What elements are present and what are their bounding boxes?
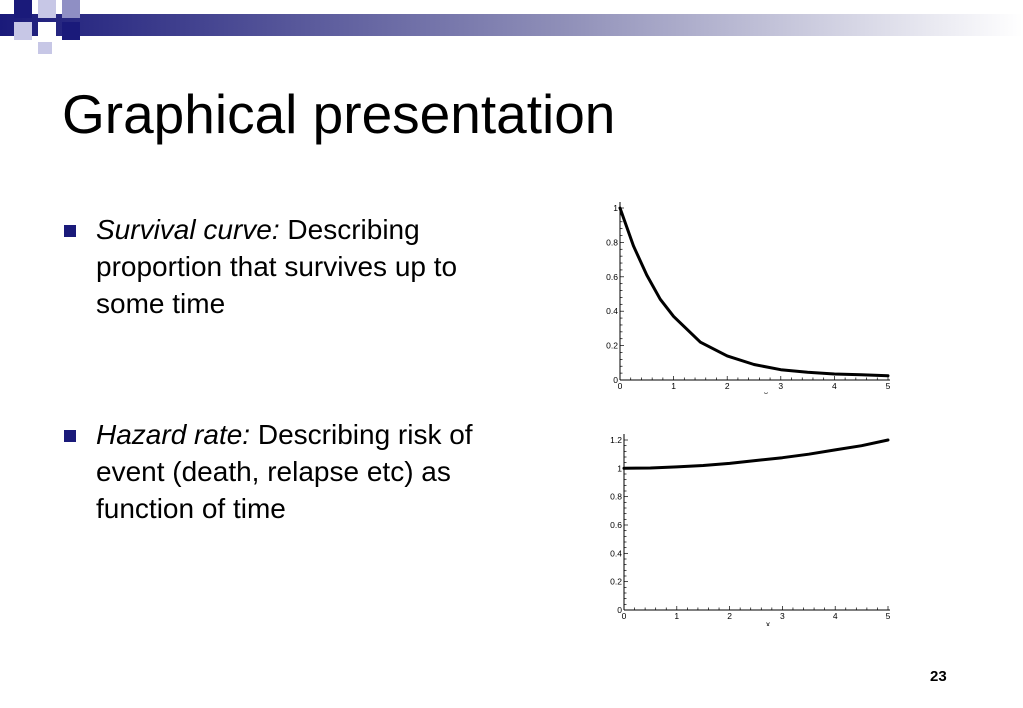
bullet-text: Survival curve: Describing proportion th… [96,211,502,322]
y-tick-label: 0.2 [606,341,618,351]
y-tick-label: 0.6 [610,520,622,530]
page-number: 23 [930,668,947,685]
series-line [618,206,890,378]
x-tick-label: 2 [725,381,730,391]
hazard-rate-chart: 0 1 2 3 4 5 0 0.2 0.4 0.6 0.8 1 1.2 x [610,434,891,626]
y-tick-label: 0.4 [610,548,622,558]
survival-curve-chart: 0 1 2 3 4 5 0 0.2 0.4 0.6 0.8 1 x [606,202,891,394]
y-tick-label: 0.2 [610,577,622,587]
x-tick-label: 5 [886,611,891,621]
y-tick-label: 0.8 [606,237,618,247]
slide-title: Graphical presentation [62,83,616,145]
x-tick-label: 2 [727,611,732,621]
y-tick-label: 0 [613,375,618,385]
bullet-text: Hazard rate: Describing risk of event (d… [96,416,502,527]
header-gradient-bar [0,14,1023,36]
x-axis-label: x [766,619,771,626]
x-tick-label: 4 [832,381,837,391]
series-line [622,438,890,470]
x-tick-label: 1 [674,611,679,621]
bullet-square-icon [64,225,76,237]
y-tick-label: 1 [617,463,622,473]
bullet-description: Describing proportion that survives up t… [96,214,458,319]
y-tick-label: 0.4 [606,306,618,316]
y-tick-label: 0.6 [606,272,618,282]
x-tick-label: 3 [780,611,785,621]
bullet-label: Survival curve: [96,214,280,245]
bullet-label: Hazard rate: [96,419,251,450]
x-tick-label: 3 [778,381,783,391]
x-tick-label: 1 [671,381,676,391]
x-tick-label: 0 [622,611,627,621]
bullet-description: Describing risk of event (death, relapse… [96,419,473,524]
header-squares-logo [14,0,80,54]
bullet-square-icon [64,430,76,442]
bullet-hazard-rate: Hazard rate: Describing risk of event (d… [62,416,502,527]
y-tick-label: 1 [613,203,618,213]
header-decoration [0,0,1023,54]
x-tick-label: 0 [618,381,623,391]
y-tick-label: 0 [617,605,622,615]
x-tick-label: 5 [886,381,891,391]
x-tick-label: 4 [833,611,838,621]
y-tick-label: 0.8 [610,492,622,502]
bullet-survival-curve: Survival curve: Describing proportion th… [62,211,502,322]
x-axis-label: x [764,389,769,394]
y-tick-label: 1.2 [610,435,622,445]
